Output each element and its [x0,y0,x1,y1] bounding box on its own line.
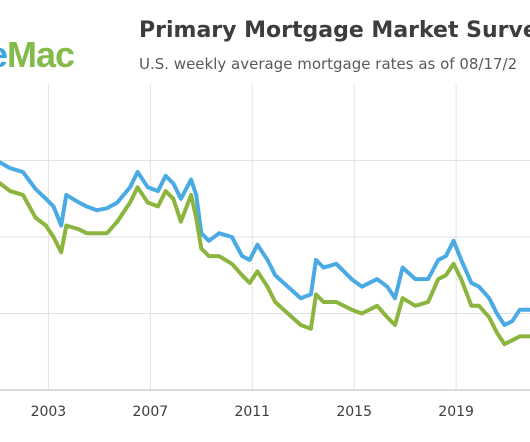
brand-logo: eMac [0,34,75,76]
chart-title: Primary Mortgage Market Survey® [139,18,530,43]
chart-subtitle: U.S. weekly average mortgage rates as of… [139,55,518,73]
series-line-0 [0,160,530,327]
chart-title-text: Primary Mortgage Market Survey [139,18,530,43]
series-line-1 [0,181,530,347]
x-tick-label-2011: 2011 [234,404,270,420]
logo-part-mac: Mac [7,34,75,75]
x-tick-label-2019: 2019 [438,404,474,420]
x-tick-label-2015: 2015 [336,404,372,420]
logo-part-e: e [0,34,8,75]
plot-background [0,84,530,442]
x-tick-label-2007: 2007 [133,404,169,420]
rate-chart: 2003 2007 2011 2015 2019 [0,84,530,442]
x-tick-label-2003: 2003 [31,404,67,420]
line-layer [0,160,530,347]
grid-layer [0,84,530,390]
chart-header: eMac Primary Mortgage Market Survey® U.S… [0,0,530,84]
tick-layer: 2003 2007 2011 2015 2019 [31,404,474,420]
